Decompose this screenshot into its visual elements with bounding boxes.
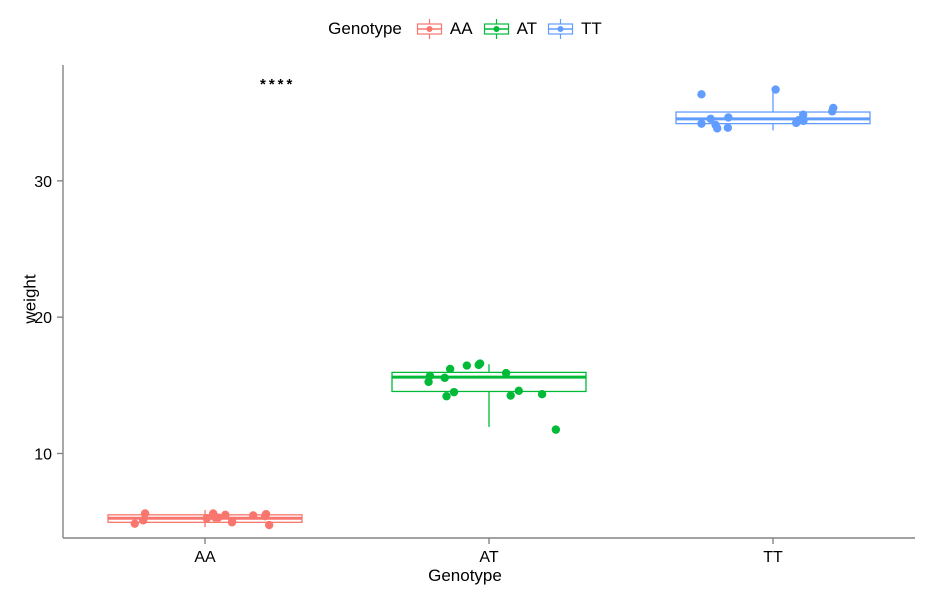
data-point — [724, 113, 733, 122]
data-point — [706, 114, 715, 124]
data-point — [537, 389, 547, 399]
data-point — [474, 360, 483, 370]
legend-item-at[interactable]: AT — [483, 18, 537, 40]
legend-item-aa[interactable]: AA — [416, 18, 473, 40]
data-point — [445, 364, 455, 374]
data-point — [208, 509, 218, 518]
legend-title: Genotype — [328, 19, 402, 38]
data-point — [227, 518, 237, 527]
boxplot-group-tt[interactable] — [675, 85, 871, 133]
data-point — [440, 373, 449, 383]
x-axis-tick-label: TT — [763, 549, 783, 566]
y-axis-tick-label: 10 — [34, 446, 52, 463]
data-point — [425, 371, 435, 380]
significance-annotation: **** — [260, 76, 296, 94]
x-axis-tick-label: AA — [194, 549, 216, 566]
data-point — [771, 85, 780, 94]
data-point — [138, 516, 148, 525]
data-point — [828, 107, 837, 116]
data-point — [713, 124, 722, 133]
data-point — [462, 361, 472, 370]
data-point — [794, 116, 803, 125]
data-point — [514, 386, 523, 395]
data-point — [202, 514, 211, 523]
data-point — [264, 520, 274, 530]
data-point — [449, 387, 459, 397]
legend-label-tt: TT — [581, 19, 602, 38]
data-point — [506, 391, 515, 400]
x-axis-tick-label: AT — [479, 549, 498, 566]
boxplot-group-at[interactable] — [391, 359, 587, 434]
boxplot-key-icon-tt — [547, 18, 574, 40]
data-point — [249, 511, 258, 520]
data-point — [130, 519, 139, 528]
box — [391, 371, 587, 393]
y-axis-tick-label: 30 — [34, 174, 52, 191]
y-axis-tick-label: 20 — [34, 310, 52, 327]
data-point — [501, 368, 511, 378]
legend: Genotype AA AT — [0, 18, 930, 40]
data-point — [442, 392, 451, 401]
data-point — [260, 511, 270, 521]
boxplot-group-aa[interactable] — [107, 509, 303, 530]
data-point — [697, 119, 706, 128]
legend-label-at: AT — [516, 19, 538, 38]
data-point — [221, 510, 230, 520]
legend-label-aa: AA — [449, 19, 473, 38]
data-point — [551, 425, 561, 434]
data-point — [723, 123, 733, 132]
boxplot-key-icon-aa — [416, 18, 443, 40]
data-point — [697, 90, 706, 99]
legend-item-tt[interactable]: TT — [547, 18, 602, 40]
boxplot-key-icon-at — [483, 18, 510, 40]
x-axis-title: Genotype — [428, 566, 502, 585]
data-point — [140, 509, 150, 518]
